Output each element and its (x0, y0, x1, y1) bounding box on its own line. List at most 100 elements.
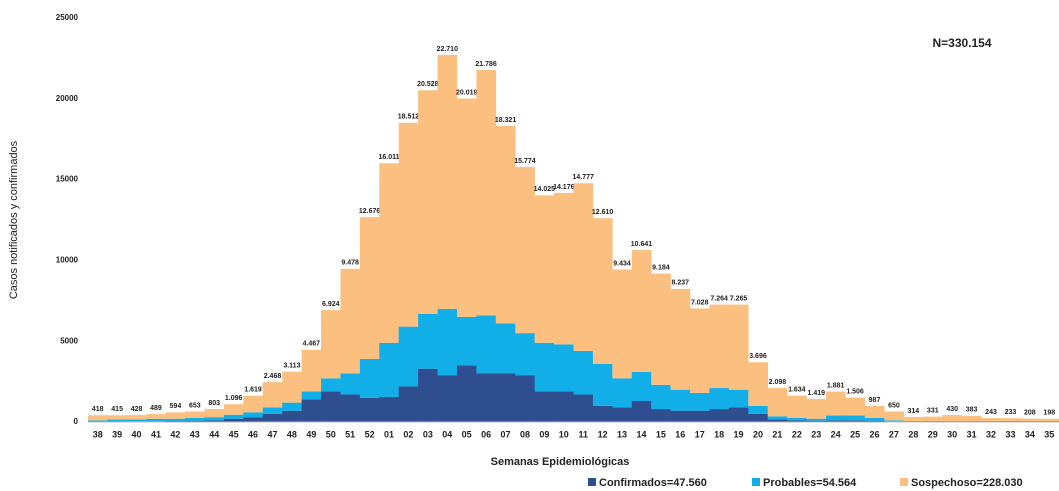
bar-segment (476, 373, 497, 422)
x-tick-label: 27 (889, 429, 899, 439)
x-tick-label: 34 (1025, 429, 1035, 439)
total-label: 12.610 (592, 209, 614, 216)
total-label: 594 (170, 403, 182, 410)
total-label: 198 (1043, 410, 1055, 417)
bar-segment (612, 378, 633, 408)
bar-segment (515, 375, 535, 422)
bar-segment (359, 358, 380, 398)
bar-segment (495, 323, 516, 374)
bar-segment (1039, 418, 1059, 422)
bar-segment (942, 415, 963, 422)
bar-segment (864, 420, 885, 422)
x-tick-label: 47 (267, 429, 277, 439)
bar-segment (631, 371, 652, 401)
total-label: 14.025 (534, 186, 556, 193)
bar-segment (495, 125, 516, 324)
x-tick-label: 49 (306, 429, 316, 439)
bar-segment (554, 391, 574, 422)
bar-segment (223, 414, 244, 419)
bar-segment (476, 315, 497, 374)
bar-segment (301, 399, 322, 422)
bar-segment (806, 418, 827, 421)
total-label: 14.176 (553, 184, 575, 191)
total-label: 7.265 (730, 295, 748, 302)
x-tick-label: 10 (559, 429, 569, 439)
bar-segment (534, 195, 555, 343)
bar-segment (243, 412, 264, 418)
bar-segment (223, 418, 244, 422)
total-label: 233 (1005, 409, 1017, 416)
bar-segment (204, 420, 225, 422)
bar-segment (146, 418, 166, 422)
bar-segment (825, 415, 846, 421)
total-label: 650 (888, 402, 900, 409)
x-tick-label: 29 (928, 429, 938, 439)
bar-segment (864, 406, 885, 418)
x-tick-label: 05 (462, 429, 472, 439)
total-label: 2.468 (264, 373, 282, 380)
x-tick-label: 51 (345, 429, 355, 439)
x-tick-label: 12 (598, 429, 608, 439)
bar-segment (903, 416, 924, 422)
x-tick-label: 45 (229, 429, 239, 439)
bar-segment (690, 392, 710, 411)
bar-segment (223, 404, 244, 415)
total-label: 3.113 (283, 363, 300, 370)
x-tick-label: 30 (947, 429, 957, 439)
bar-segment (806, 420, 827, 422)
x-tick-label: 44 (209, 429, 219, 439)
total-label: 18.321 (495, 117, 517, 124)
x-tick-label: 18 (714, 429, 724, 439)
bar-segment (88, 415, 108, 421)
bar-segment (398, 326, 419, 387)
bar-segment (690, 308, 710, 393)
bar-segment (709, 409, 730, 422)
bar-segment (398, 122, 419, 327)
bar-segment (515, 167, 535, 334)
bar-segment (88, 420, 108, 422)
total-label: 10.641 (631, 241, 653, 248)
total-label: 331 (927, 407, 939, 414)
total-label: 4.467 (303, 341, 321, 348)
y-axis-title: Casos notificados y confirmados (8, 140, 20, 299)
total-label: 314 (908, 408, 920, 415)
y-tick-label: 10000 (56, 256, 79, 265)
bar-segment (806, 399, 827, 419)
bar-segment (282, 402, 302, 411)
x-tick-label: 13 (617, 429, 627, 439)
bar-segment (961, 415, 982, 422)
bar-segment (787, 417, 807, 421)
bar-segment (262, 407, 283, 414)
total-label: 16.011 (378, 154, 399, 161)
bar-segment (728, 407, 749, 422)
bar-segment (612, 407, 633, 422)
bar-segment (321, 391, 341, 422)
x-tick-label: 52 (365, 429, 375, 439)
bar-segment (864, 417, 885, 421)
bar-segment (185, 411, 205, 418)
bar-segment (301, 391, 322, 400)
bar-segment (437, 308, 458, 376)
bar-segment (418, 313, 438, 369)
y-tick-label: 5000 (60, 336, 78, 345)
total-label: 6.924 (322, 301, 340, 308)
bar-segment (165, 412, 186, 419)
bar-segment (554, 344, 574, 392)
bar-segment (670, 288, 691, 390)
total-label: 20.019 (456, 89, 478, 96)
bar-segment (243, 395, 264, 413)
bar-segment (534, 342, 555, 392)
bar-segment (437, 55, 458, 309)
total-label: 2.098 (769, 379, 787, 386)
bar-segment (379, 163, 400, 343)
x-tick-label: 31 (967, 429, 977, 439)
x-tick-label: 40 (132, 429, 142, 439)
total-label: 1.634 (788, 386, 806, 393)
bar-segment (107, 415, 128, 420)
total-label: 9.184 (652, 264, 670, 271)
x-tick-label: 15 (656, 429, 666, 439)
bar-segment (340, 373, 361, 395)
total-label: 8.237 (672, 280, 690, 287)
bar-segment (1020, 418, 1040, 422)
x-tick-label: 35 (1044, 429, 1054, 439)
